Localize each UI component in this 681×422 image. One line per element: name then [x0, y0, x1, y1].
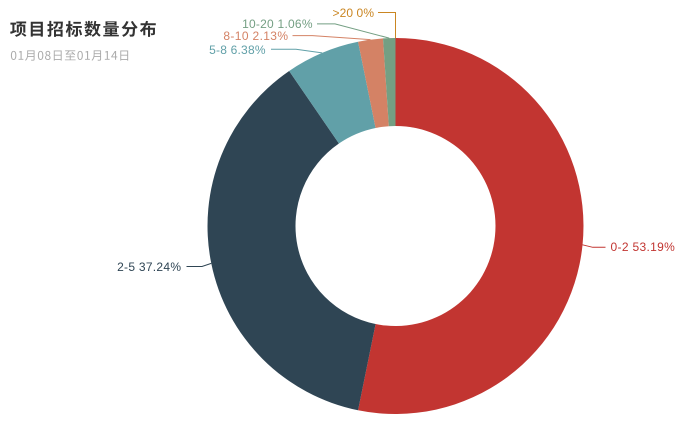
svg-text:8-10 2.13%: 8-10 2.13% — [223, 29, 288, 43]
svg-text:>20 0%: >20 0% — [333, 6, 375, 20]
svg-text:5-8 6.38%: 5-8 6.38% — [209, 43, 266, 57]
svg-text:10-20 1.06%: 10-20 1.06% — [242, 17, 313, 31]
svg-text:2-5 37.24%: 2-5 37.24% — [117, 260, 181, 274]
svg-text:0-2 53.19%: 0-2 53.19% — [611, 240, 676, 254]
